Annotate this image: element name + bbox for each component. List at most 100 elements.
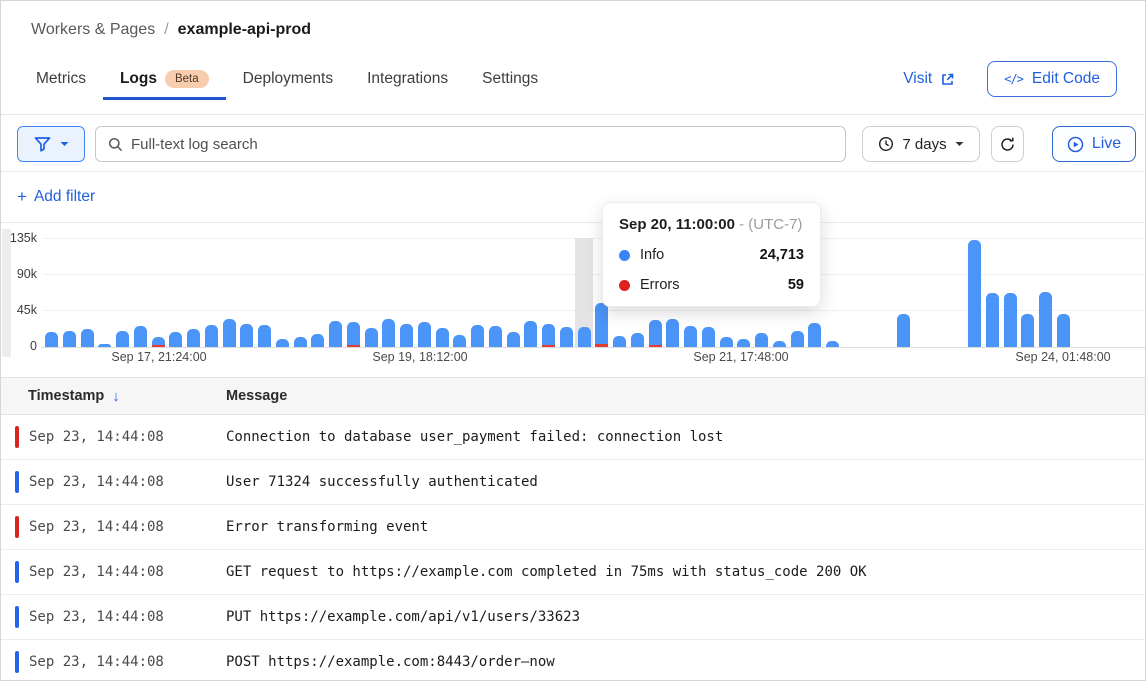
add-filter-button[interactable]: + Add filter xyxy=(17,187,95,207)
log-row[interactable]: Sep 23, 14:44:08 Error transforming even… xyxy=(1,505,1145,550)
chart-y-tick: 90k xyxy=(16,267,37,281)
log-timestamp: Sep 23, 14:44:08 xyxy=(29,429,164,445)
chart-bar[interactable] xyxy=(435,327,449,347)
log-row[interactable]: Sep 23, 14:44:08 POST https://example.co… xyxy=(1,640,1145,680)
log-row[interactable]: Sep 23, 14:44:08 User 71324 successfully… xyxy=(1,460,1145,505)
tooltip-series-value: 59 xyxy=(787,277,804,293)
chart-y-tick: 135k xyxy=(9,231,37,245)
tooltip-timezone: (UTC-7) xyxy=(748,216,803,233)
plus-icon: + xyxy=(17,187,27,206)
funnel-icon xyxy=(34,136,51,152)
live-button[interactable]: Live xyxy=(1052,126,1136,162)
log-row[interactable]: Sep 23, 14:44:08 GET request to https://… xyxy=(1,550,1145,595)
severity-indicator xyxy=(15,606,19,628)
chart-bar[interactable] xyxy=(364,328,378,347)
breadcrumb-section[interactable]: Workers & Pages xyxy=(31,21,156,38)
chart-bar[interactable] xyxy=(755,333,768,347)
chart-bar[interactable] xyxy=(151,336,165,347)
chart-bar[interactable] xyxy=(62,330,76,347)
severity-indicator xyxy=(15,426,19,448)
chart-bar[interactable] xyxy=(453,334,467,347)
chart-bar[interactable] xyxy=(329,321,342,347)
breadcrumb: Workers & Pages / example-api-prod xyxy=(31,21,311,39)
chart-bar[interactable] xyxy=(293,337,307,347)
chart-bar[interactable] xyxy=(187,329,200,347)
chart-bar[interactable] xyxy=(311,334,325,347)
chart-bar[interactable] xyxy=(1021,313,1035,347)
chart-bar[interactable] xyxy=(275,338,289,347)
chart-bar[interactable] xyxy=(1003,292,1017,347)
chart-bar[interactable] xyxy=(400,324,413,347)
chart-bar[interactable] xyxy=(116,330,129,347)
chart-bar[interactable] xyxy=(45,331,58,347)
tooltip-series-value: 24,713 xyxy=(759,247,804,263)
log-row[interactable]: Sep 23, 14:44:08 PUT https://example.com… xyxy=(1,595,1145,640)
chart-bar[interactable] xyxy=(630,333,644,347)
chart-bar[interactable] xyxy=(577,327,591,347)
visit-link[interactable]: Visit xyxy=(903,70,955,88)
chart-bar[interactable] xyxy=(613,335,626,347)
code-icon: </> xyxy=(1004,72,1024,86)
chart-bar[interactable] xyxy=(542,324,555,347)
chart-bar[interactable] xyxy=(826,340,839,347)
chart-bar[interactable] xyxy=(790,330,804,347)
chart-bar[interactable] xyxy=(98,343,112,347)
chart-hover-highlight xyxy=(575,238,593,347)
tooltip-row-errors: Errors 59 xyxy=(619,277,804,293)
search-input[interactable] xyxy=(131,135,833,153)
chart-bar[interactable] xyxy=(968,240,981,347)
chart-bar[interactable] xyxy=(595,302,609,347)
chart-bar[interactable] xyxy=(808,322,822,347)
chart-bar[interactable] xyxy=(1056,313,1070,347)
tab-integrations[interactable]: Integrations xyxy=(350,61,465,100)
breadcrumb-current: example-api-prod xyxy=(177,21,312,38)
log-message: Connection to database user_payment fail… xyxy=(226,429,724,445)
chart-bar[interactable] xyxy=(258,325,271,347)
chart-bar[interactable] xyxy=(417,321,431,347)
edit-code-button[interactable]: </> Edit Code xyxy=(987,61,1117,97)
chart-bar[interactable] xyxy=(666,318,680,347)
chart-bar-error-segment xyxy=(346,345,360,347)
chart-bar[interactable] xyxy=(222,318,236,347)
chevron-down-icon xyxy=(60,141,69,147)
gridline-90k xyxy=(43,274,1145,275)
tab-logs[interactable]: Logs Beta xyxy=(102,61,226,100)
search-icon xyxy=(108,137,123,152)
chart-bar[interactable] xyxy=(719,337,733,347)
chart-bar[interactable] xyxy=(240,324,254,347)
chart-bar[interactable] xyxy=(80,329,94,347)
chart-bar[interactable] xyxy=(346,322,360,347)
chart-bar[interactable] xyxy=(524,321,538,347)
chart-bar[interactable] xyxy=(897,313,910,347)
chart-bar[interactable] xyxy=(684,326,697,347)
tab-label: Logs xyxy=(119,70,157,87)
chart-bar[interactable] xyxy=(737,338,751,347)
time-range-button[interactable]: 7 days xyxy=(862,126,980,162)
chart-bar[interactable] xyxy=(169,331,183,347)
column-header-timestamp[interactable]: Timestamp ↓ xyxy=(28,388,226,405)
chart-bar[interactable] xyxy=(471,325,484,347)
log-timestamp: Sep 23, 14:44:08 xyxy=(29,609,164,625)
refresh-button[interactable] xyxy=(991,126,1024,162)
chart-bar[interactable] xyxy=(1039,292,1052,347)
chart-bar[interactable] xyxy=(133,326,147,347)
chart-bar[interactable] xyxy=(772,341,786,347)
chart-bar[interactable] xyxy=(382,318,396,347)
chart-bar[interactable] xyxy=(204,325,218,347)
tab-deployments[interactable]: Deployments xyxy=(226,61,350,100)
chart-bar[interactable] xyxy=(506,331,520,347)
log-row[interactable]: Sep 23, 14:44:08 Connection to database … xyxy=(1,415,1145,460)
chart-bar[interactable] xyxy=(559,326,573,347)
sort-desc-icon[interactable]: ↓ xyxy=(112,387,120,405)
chart-bar[interactable] xyxy=(648,319,662,347)
gridline-135k xyxy=(43,238,1145,239)
tab-settings[interactable]: Settings xyxy=(465,61,555,100)
tooltip-timestamp: Sep 20, 11:00:00 xyxy=(619,216,735,233)
chart-bar[interactable] xyxy=(701,326,715,347)
filter-dropdown-button[interactable] xyxy=(17,126,85,162)
tab-metrics[interactable]: Metrics xyxy=(19,61,103,100)
visit-label: Visit xyxy=(903,70,933,87)
chart-bar[interactable] xyxy=(488,326,502,347)
x-axis-line xyxy=(41,347,1145,348)
chart-bar[interactable] xyxy=(985,292,999,347)
